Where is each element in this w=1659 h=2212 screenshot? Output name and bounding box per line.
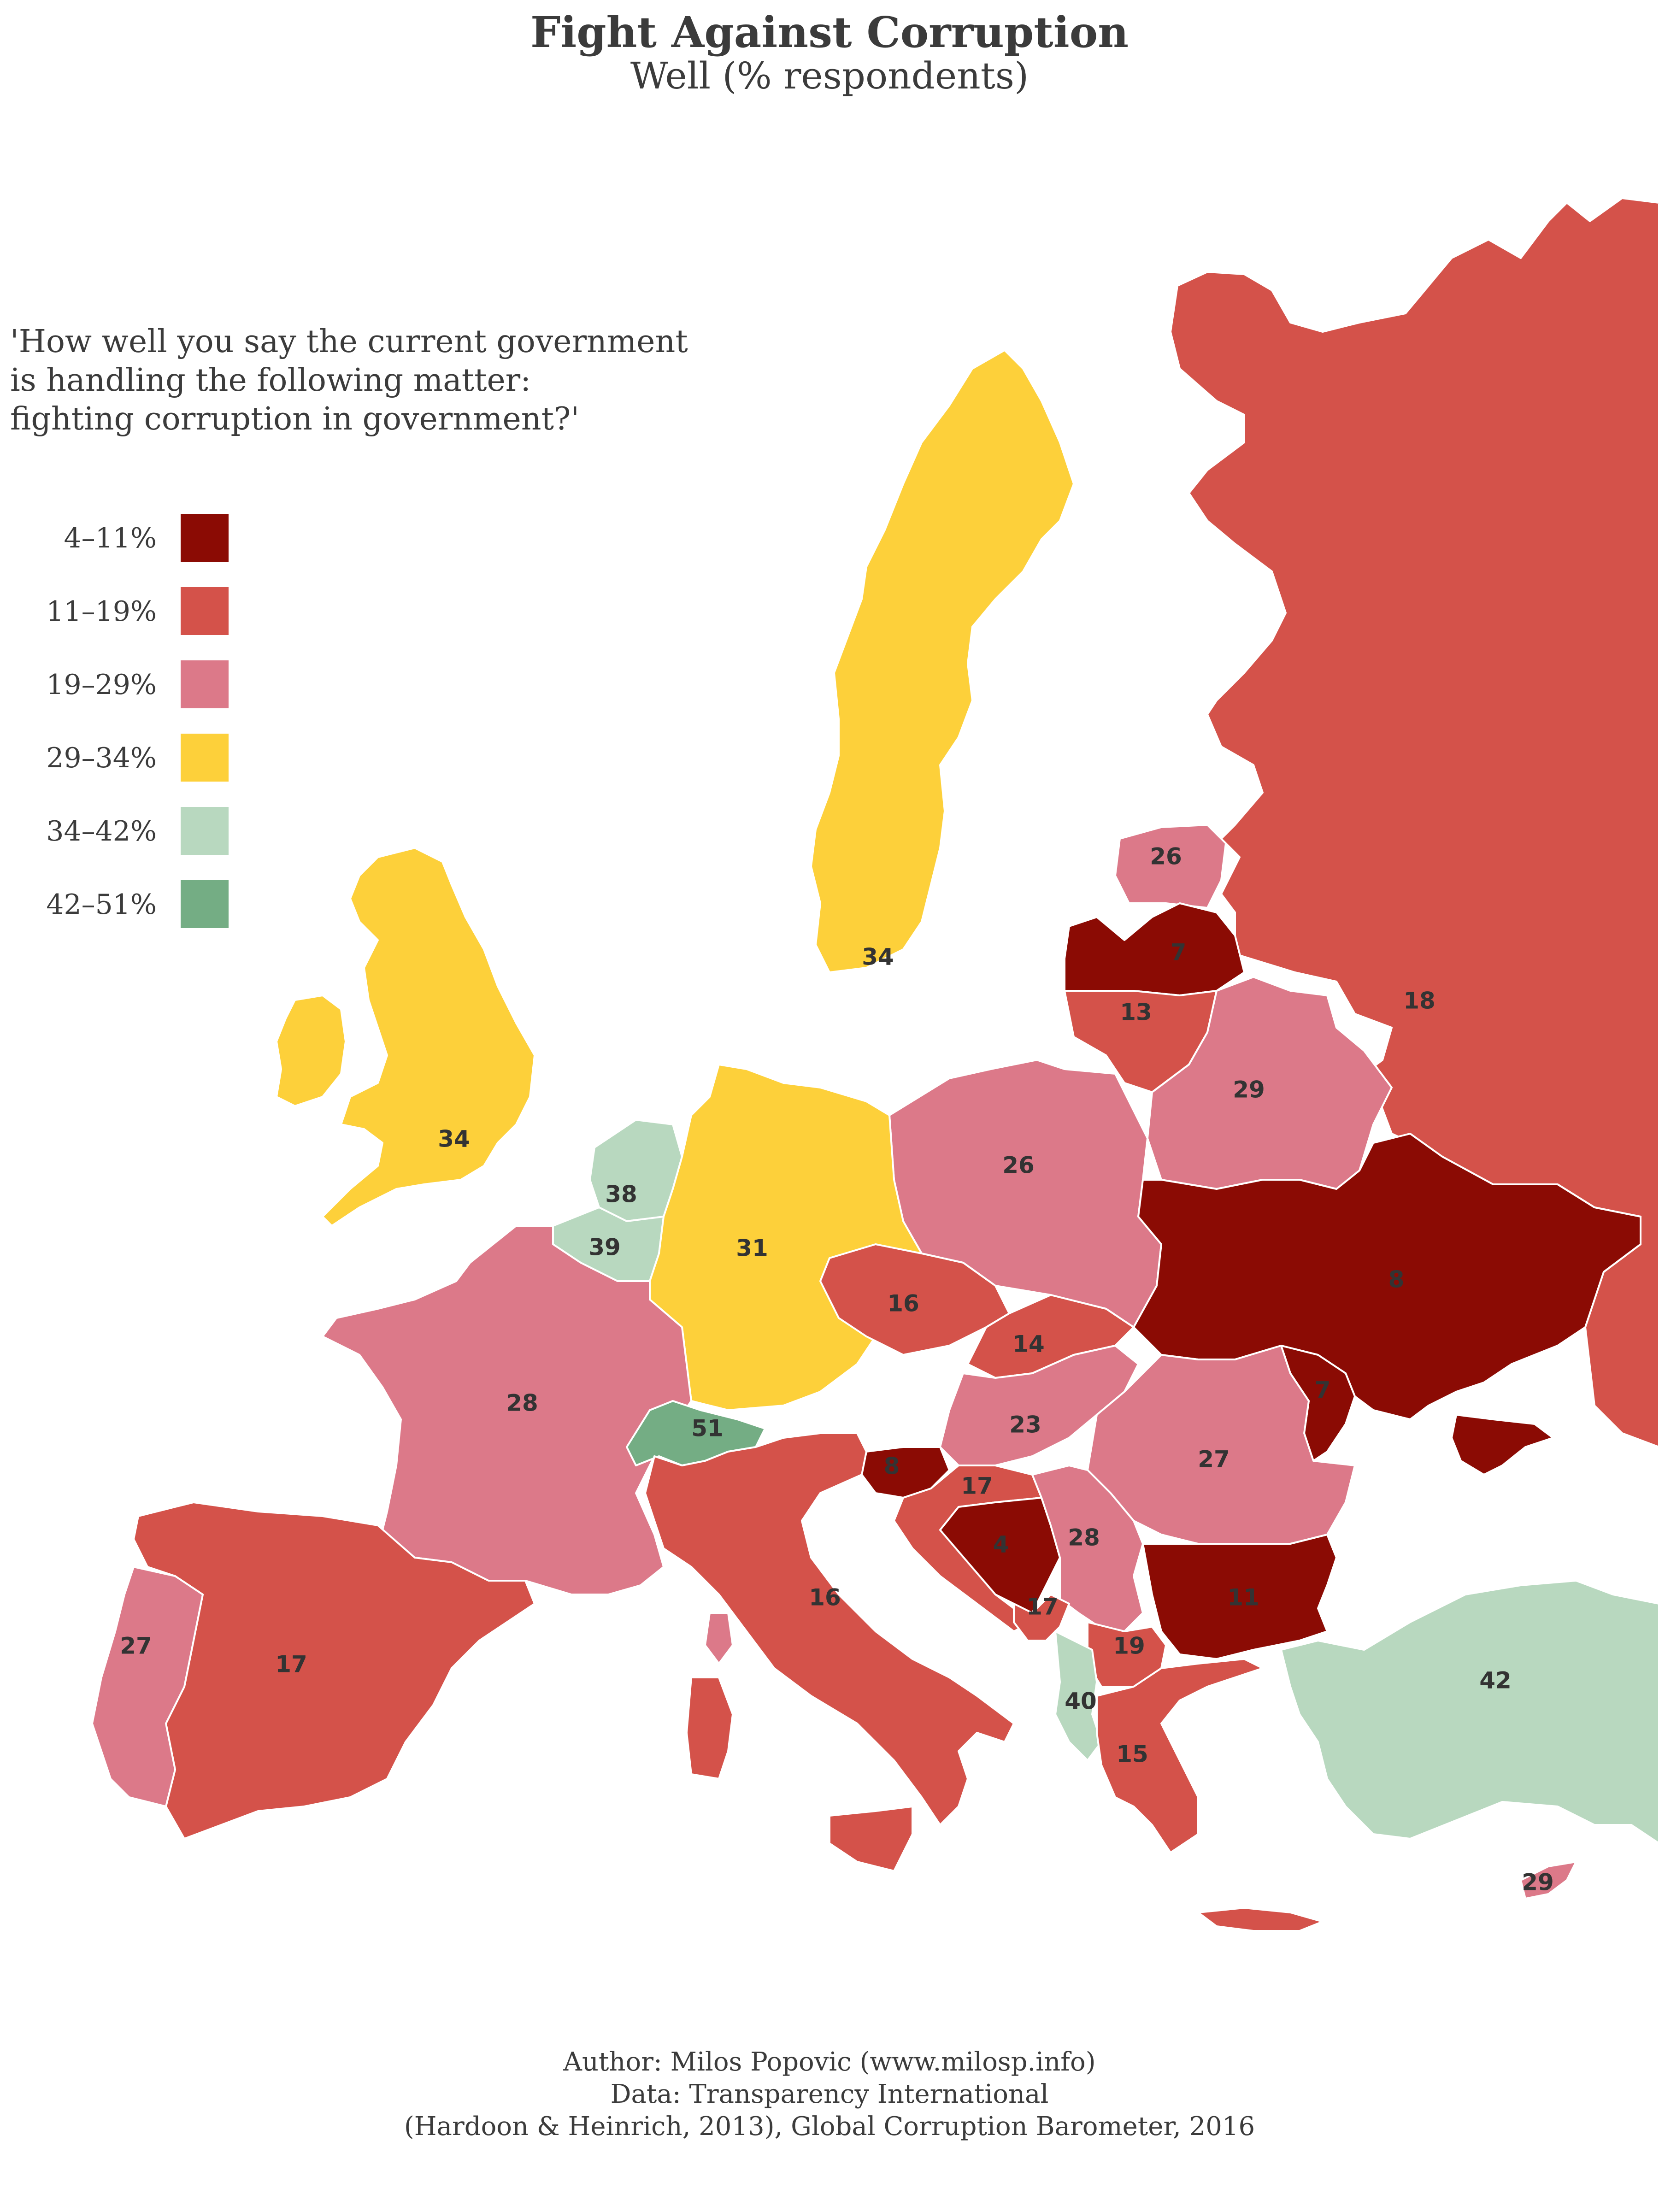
value-label-slovakia: 14	[1012, 1331, 1045, 1358]
legend-label: 34–42%	[46, 815, 157, 847]
value-label-lithuania: 13	[1120, 999, 1152, 1026]
country-greece	[1096, 1658, 1264, 1853]
value-label-albania: 40	[1065, 1688, 1097, 1715]
legend-label: 42–51%	[46, 888, 157, 921]
question-line-1: 'How well you say the current government	[10, 324, 688, 360]
value-label-bosnia-and-herzegovina: 4	[993, 1531, 1009, 1558]
country-crete	[1197, 1907, 1324, 1932]
value-label-united-kingdom: 34	[438, 1126, 470, 1153]
survey-question: 'How well you say the current government…	[10, 323, 688, 439]
value-label-north-macedonia: 19	[1113, 1633, 1145, 1659]
legend-swatch	[181, 807, 229, 855]
question-line-2: is handling the following matter:	[10, 362, 531, 399]
country-latvia	[1064, 902, 1245, 996]
country-portugal	[91, 1566, 204, 1807]
value-label-cyprus: 29	[1522, 1869, 1554, 1896]
country-layer	[91, 197, 1659, 1932]
value-label-estonia: 26	[1150, 843, 1182, 870]
country-bulgaria	[1142, 1534, 1337, 1660]
legend-label: 29–34%	[46, 742, 157, 774]
legend-swatch	[181, 587, 229, 635]
caption-data: Data: Transparency International	[610, 2079, 1049, 2109]
legend-label: 11–19%	[46, 595, 157, 628]
value-label-germany: 31	[736, 1235, 768, 1262]
value-label-sweden: 34	[862, 944, 894, 971]
legend-label: 4–11%	[64, 522, 157, 554]
value-label-moldova: 7	[1315, 1377, 1331, 1404]
value-label-romania: 27	[1198, 1446, 1230, 1473]
country-italy	[644, 1432, 1015, 1826]
country-sardinia	[686, 1677, 734, 1780]
country-crimea	[1451, 1414, 1554, 1476]
country-corsica	[704, 1612, 734, 1665]
country-sicily	[829, 1806, 913, 1872]
value-label-switzerland: 51	[691, 1415, 724, 1442]
value-label-poland: 26	[1002, 1152, 1035, 1179]
map-title: Fight Against Corruption	[530, 7, 1129, 57]
value-label-belarus: 29	[1233, 1077, 1265, 1103]
country-montenegro	[1013, 1594, 1070, 1641]
country-turkey	[1280, 1580, 1659, 1844]
caption-author: Author: Milos Popovic (www.milosp.info)	[563, 2047, 1096, 2077]
value-label-france: 28	[506, 1390, 538, 1417]
value-label-ukraine: 8	[1388, 1266, 1405, 1293]
value-label-belgium: 39	[588, 1234, 621, 1261]
country-serbia	[1031, 1465, 1144, 1632]
value-label-greece: 15	[1116, 1741, 1148, 1768]
country-germany	[649, 1064, 923, 1411]
country-ukraine	[1133, 1133, 1641, 1420]
value-label-slovenia: 8	[884, 1453, 900, 1480]
value-label-russia: 18	[1403, 988, 1435, 1014]
country-united-kingdom	[322, 847, 535, 1227]
legend-swatch	[181, 660, 229, 708]
value-label-latvia: 7	[1171, 939, 1187, 966]
value-label-serbia: 28	[1068, 1524, 1100, 1551]
source-caption: Author: Milos Popovic (www.milosp.info) …	[0, 2046, 1659, 2143]
value-label-netherlands: 38	[605, 1181, 637, 1208]
value-label-montenegro: 17	[1026, 1594, 1059, 1620]
country-estonia	[1114, 824, 1227, 909]
legend-swatch	[181, 880, 229, 928]
value-label-spain: 17	[275, 1651, 307, 1678]
value-label-portugal: 27	[120, 1633, 152, 1659]
map-subtitle: Well (% respondents)	[630, 54, 1029, 97]
legend-label: 19–29%	[46, 669, 157, 701]
caption-reference: (Hardoon & Heinrich, 2013), Global Corru…	[404, 2112, 1255, 2141]
country-sweden	[810, 349, 1075, 973]
legend-swatch	[181, 514, 229, 562]
value-label-czech-republic: 16	[887, 1290, 919, 1317]
country-france	[322, 1225, 692, 1595]
country-ireland	[276, 994, 347, 1107]
value-label-croatia: 17	[961, 1473, 993, 1500]
value-label-bulgaria: 11	[1227, 1584, 1259, 1611]
question-line-3: fighting corruption in government?'	[10, 401, 580, 437]
country-bosnia-and-herzegovina	[939, 1497, 1061, 1614]
value-label-hungary: 23	[1009, 1412, 1041, 1438]
country-cyprus	[1520, 1861, 1577, 1900]
title-block: Fight Against Corruption Well (% respond…	[0, 9, 1659, 97]
legend-swatch	[181, 734, 229, 782]
value-label-turkey: 42	[1479, 1667, 1512, 1694]
value-label-italy: 16	[809, 1584, 841, 1611]
